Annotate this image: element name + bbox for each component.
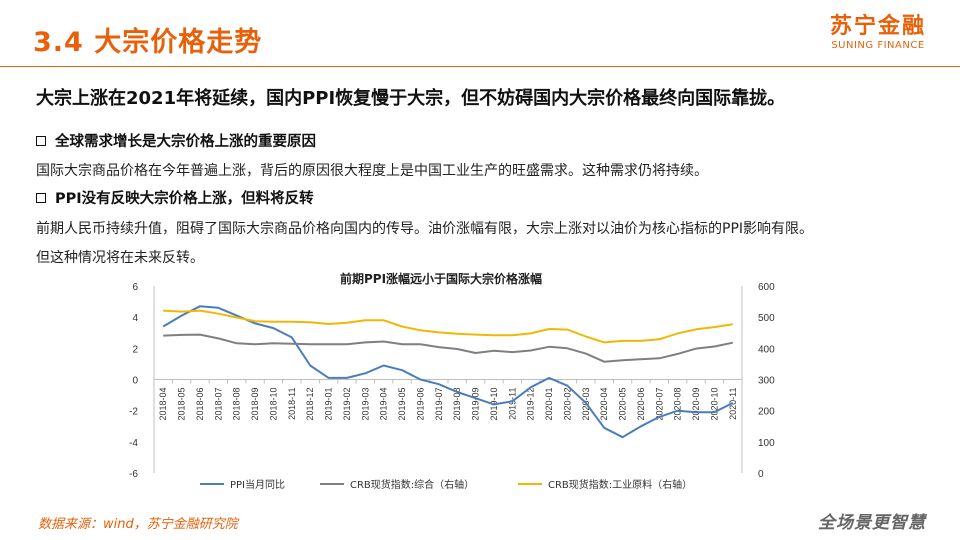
y-left-tick-label: 2 — [132, 344, 138, 355]
x-tick-label: 2018-08 — [232, 388, 242, 421]
chart-canvas: -6 -4 -2 0 2 4 6 0 100 200 300 400 500 600 2018-04 2018… — [129, 282, 775, 491]
x-tick-label: 2018-12 — [305, 388, 315, 421]
checkbox-bullet-icon — [36, 136, 46, 146]
ppi-crb-chart: 前期PPI涨幅远小于国际大宗价格涨幅 -6 -4 -2 0 2 4 6 0 100 200 300 4… — [0, 262, 960, 502]
x-tick-label: 2018-07 — [213, 388, 223, 421]
x-tick-label: 2020-04 — [599, 388, 609, 421]
series-line — [163, 309, 733, 344]
suning-finance-logo: 苏宁金融 SUNING FINANCE — [830, 14, 926, 52]
y-left-tick-label: -4 — [129, 438, 138, 449]
x-tick-label: 2020-05 — [618, 388, 628, 421]
x-tick-label: 2019-06 — [415, 388, 425, 421]
section-heading-text: 全球需求增长是大宗价格上涨的重要原因 — [55, 134, 316, 150]
slogan-logo: 全场景更智慧 — [818, 513, 926, 533]
x-tick-label: 2018-10 — [268, 388, 278, 421]
x-tick-label: 2019-11 — [507, 388, 517, 420]
legend-label: PPI当月同比 — [230, 478, 285, 491]
y-left-tick-label: 0 — [132, 376, 138, 387]
x-tick-label: 2019-01 — [324, 388, 334, 421]
y-right-tick-label: 100 — [758, 438, 775, 449]
legend-label: CRB现货指数:工业原料（右轴） — [548, 478, 692, 491]
x-tick-label: 2019-08 — [452, 388, 462, 421]
section-paragraph-ppi-line1: 前期人民币持续升值，阻碍了国际大宗商品价格向国内的传导。油价涨幅有限，大宗上涨对… — [36, 221, 814, 237]
logo-text-en: SUNING FINANCE — [831, 40, 925, 51]
section-paragraph-ppi-line2: 但这种情况将在未来反转。 — [36, 250, 204, 266]
x-tick-label: 2018-06 — [195, 388, 205, 421]
y-right-tick-label: 200 — [758, 407, 775, 418]
y-right-tick-label: 600 — [758, 282, 775, 293]
y-right-tick-label: 0 — [758, 469, 764, 480]
x-tick-label: 2018-05 — [177, 388, 187, 421]
x-tick-label: 2020-08 — [673, 388, 683, 421]
y-left-tick-label: -6 — [129, 469, 138, 480]
y-right-tick-label: 300 — [758, 376, 775, 387]
x-tick-label: 2019-07 — [434, 388, 444, 421]
legend-label: CRB现货指数:综合（右轴） — [350, 478, 474, 491]
x-tick-label: 2019-02 — [342, 388, 352, 421]
series-line — [162, 305, 734, 439]
y-right-tick-label: 400 — [758, 344, 775, 355]
header-divider — [0, 66, 960, 67]
section-heading-ppi: PPI没有反映大宗价格上涨，但料将反转 — [36, 187, 314, 208]
x-tick-label: 2019-09 — [471, 388, 481, 421]
x-tick-label: 2019-05 — [397, 388, 407, 421]
section-heading-demand: 全球需求增长是大宗价格上涨的重要原因 — [36, 130, 316, 151]
x-tick-label: 2019-12 — [526, 388, 536, 421]
y-right-tick-label: 500 — [758, 313, 775, 324]
x-tick-label: 2019-04 — [379, 388, 389, 421]
data-source-note: 数据来源：wind，苏宁金融研究院 — [38, 517, 238, 532]
section-paragraph-demand: 国际大宗商品价格在今年普遍上涨，背后的原因很大程度上是中国工业生产的旺盛需求。这… — [36, 163, 708, 179]
y-left-tick-label: 4 — [132, 313, 138, 324]
x-tick-label: 2018-04 — [158, 388, 168, 421]
page-title: 3.4 大宗价格走势 — [33, 27, 263, 58]
x-tick-label: 2020-01 — [544, 388, 554, 421]
section-heading-text: PPI没有反映大宗价格上涨，但料将反转 — [55, 191, 314, 207]
x-tick-label: 2020-06 — [636, 388, 646, 421]
series-line — [163, 333, 734, 363]
chart-title: 前期PPI涨幅远小于国际大宗价格涨幅 — [340, 272, 543, 286]
x-tick-label: 2020-07 — [654, 388, 664, 421]
y-left-tick-label: -2 — [129, 407, 138, 418]
y-left-tick-label: 6 — [132, 282, 138, 293]
x-tick-label: 2020-02 — [562, 388, 572, 421]
x-tick-label: 2018-11 — [287, 388, 297, 420]
checkbox-bullet-icon — [36, 193, 46, 203]
x-tick-label: 2019-03 — [360, 388, 370, 421]
x-tick-label: 2018-09 — [250, 388, 260, 421]
x-tick-label: 2020-10 — [709, 388, 719, 421]
logo-text-cn: 苏宁金融 — [829, 14, 926, 39]
headline: 大宗上涨在2021年将延续，国内PPI恢复慢于大宗，但不妨碍国内大宗价格最终向国… — [36, 88, 786, 109]
x-tick-label: 2020-09 — [691, 388, 701, 421]
